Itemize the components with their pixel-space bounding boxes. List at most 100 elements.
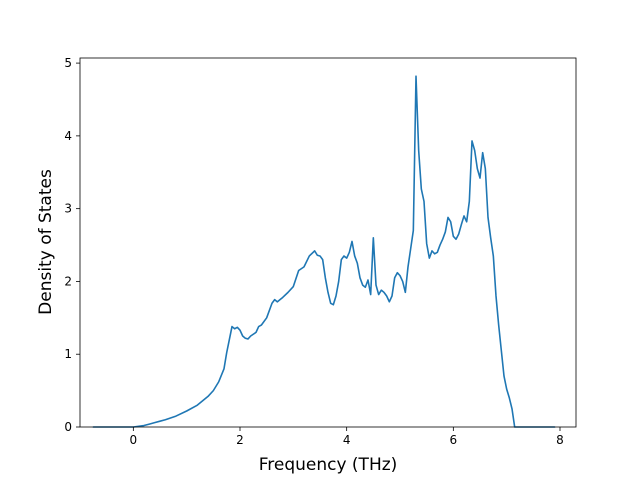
- data-point: [354, 255, 355, 256]
- x-tick-label: 6: [450, 433, 458, 447]
- data-point: [341, 259, 342, 260]
- x-axis-label: Frequency (THz): [259, 455, 398, 475]
- data-point: [335, 295, 336, 296]
- data-point: [207, 396, 208, 397]
- data-point: [413, 230, 414, 231]
- data-point: [397, 272, 398, 273]
- data-point: [261, 324, 262, 325]
- data-point: [229, 339, 230, 340]
- data-point: [154, 422, 155, 423]
- data-point: [247, 338, 248, 339]
- data-point: [367, 279, 368, 280]
- data-point: [279, 299, 280, 300]
- data-point: [271, 303, 272, 304]
- data-point: [474, 150, 475, 151]
- data-point: [365, 287, 366, 288]
- y-tick-label: 2: [64, 274, 72, 288]
- data-point: [143, 425, 144, 426]
- data-point: [445, 231, 446, 232]
- data-point: [469, 201, 470, 202]
- data-point: [431, 250, 432, 251]
- data-point: [362, 284, 363, 285]
- data-point: [402, 281, 403, 282]
- data-point: [381, 289, 382, 290]
- data-point: [429, 257, 430, 258]
- data-point: [165, 419, 166, 420]
- data-point: [255, 332, 256, 333]
- data-point: [277, 301, 278, 302]
- data-point: [389, 301, 390, 302]
- data-point: [426, 243, 427, 244]
- data-point: [495, 295, 496, 296]
- data-point: [357, 263, 358, 264]
- data-point: [509, 397, 510, 398]
- data-point: [282, 297, 283, 298]
- data-point: [349, 252, 350, 253]
- data-point: [226, 352, 227, 353]
- data-point: [498, 324, 499, 325]
- data-point: [421, 188, 422, 189]
- y-tick-label: 0: [64, 420, 72, 434]
- data-point: [325, 277, 326, 278]
- data-point: [410, 248, 411, 249]
- data-point: [503, 375, 504, 376]
- data-point: [351, 241, 352, 242]
- data-point: [239, 330, 240, 331]
- data-point: [287, 292, 288, 293]
- data-point: [333, 304, 334, 305]
- y-axis-ticks: 0 1 2 3 4 5: [64, 56, 80, 434]
- data-point: [309, 255, 310, 256]
- data-point: [266, 317, 267, 318]
- dos-series-line: [92, 75, 556, 428]
- data-point: [375, 284, 376, 285]
- data-point: [423, 201, 424, 202]
- data-point: [437, 252, 438, 253]
- y-tick-label: 1: [64, 347, 72, 361]
- data-point: [399, 275, 400, 276]
- data-point: [455, 239, 456, 240]
- data-point: [415, 76, 416, 77]
- data-point: [506, 388, 507, 389]
- data-point: [327, 292, 328, 293]
- data-point: [223, 368, 224, 369]
- data-point: [405, 292, 406, 293]
- x-tick-label: 4: [343, 433, 351, 447]
- data-point: [493, 255, 494, 256]
- data-point: [501, 350, 502, 351]
- data-point: [479, 177, 480, 178]
- data-point: [346, 257, 347, 258]
- data-point: [186, 410, 187, 411]
- data-point: [338, 281, 339, 282]
- data-point: [322, 259, 323, 260]
- data-point: [383, 292, 384, 293]
- data-point: [250, 335, 251, 336]
- data-point: [394, 277, 395, 278]
- data-point: [197, 404, 198, 405]
- data-point: [391, 295, 392, 296]
- data-point: [373, 237, 374, 238]
- data-point: [463, 215, 464, 216]
- x-tick-label: 2: [236, 433, 244, 447]
- data-point: [242, 335, 243, 336]
- data-point: [487, 217, 488, 218]
- data-point: [418, 150, 419, 151]
- data-point: [485, 168, 486, 169]
- x-axis-ticks: 0 2 4 6 8: [130, 427, 564, 447]
- data-point: [458, 233, 459, 234]
- data-point: [407, 266, 408, 267]
- data-point: [477, 168, 478, 169]
- data-point: [274, 299, 275, 300]
- data-point: [370, 294, 371, 295]
- data-point: [298, 270, 299, 271]
- y-axis-label: Density of States: [36, 169, 56, 315]
- data-point: [378, 294, 379, 295]
- data-point: [343, 255, 344, 256]
- data-point: [303, 266, 304, 267]
- data-point: [450, 221, 451, 222]
- data-point: [234, 328, 235, 329]
- data-point: [511, 408, 512, 409]
- data-point: [159, 420, 160, 421]
- data-point: [237, 327, 238, 328]
- x-tick-label: 0: [130, 433, 138, 447]
